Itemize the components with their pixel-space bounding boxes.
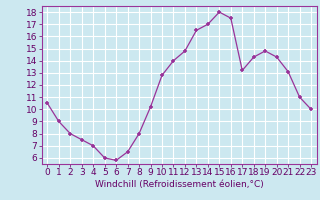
X-axis label: Windchill (Refroidissement éolien,°C): Windchill (Refroidissement éolien,°C) [95, 180, 264, 189]
